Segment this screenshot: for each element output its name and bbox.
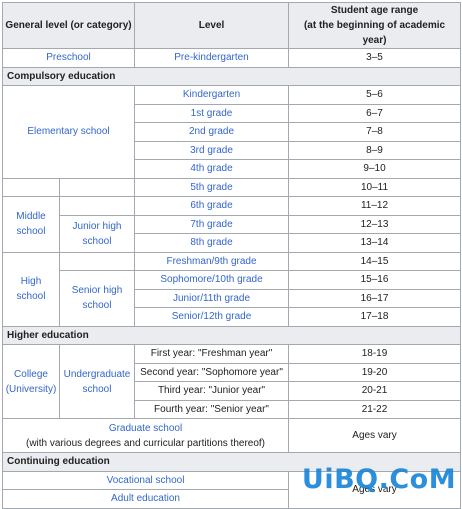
- ages-cell: 13–14: [288, 233, 462, 253]
- level-cell[interactable]: 5th grade: [134, 177, 290, 197]
- table-row: 2nd grade 7–8: [3, 122, 462, 142]
- section-continuing: Continuing education: [1, 452, 462, 472]
- level-cell[interactable]: 1st grade: [134, 103, 290, 123]
- level-cell[interactable]: 8th grade: [134, 233, 290, 253]
- category-preschool[interactable]: Preschool: [1, 48, 136, 68]
- category-undergraduate-school[interactable]: Undergraduate school: [58, 344, 136, 419]
- section-row: Higher education: [1, 325, 462, 345]
- ages-cell: 15–16: [288, 270, 462, 290]
- category-senior-high-school[interactable]: Senior high school: [58, 270, 136, 327]
- ages-cell: 8–9: [288, 140, 462, 160]
- level-cell: Fourth year: "Senior year": [134, 399, 290, 419]
- category-college[interactable]: College (University): [2, 344, 60, 419]
- graduate-school-link[interactable]: Graduate school: [108, 422, 183, 434]
- level-cell[interactable]: Kindergarten: [134, 85, 290, 105]
- category-high-school[interactable]: High school: [2, 251, 60, 327]
- level-pre-kindergarten[interactable]: Pre-kindergarten: [134, 48, 290, 68]
- table-row: 5th grade 10–11: [2, 177, 462, 197]
- table-row: Graduate school (with various degrees and…: [1, 418, 462, 453]
- ages-cell: 18-19: [288, 344, 462, 364]
- ages-cell: 16–17: [288, 288, 462, 308]
- table-row: Preschool Pre-kindergarten 3–5: [1, 48, 462, 68]
- table-row: 4th grade 9–10: [3, 159, 462, 179]
- ages-cell: 7–8: [288, 122, 462, 142]
- ages-cell: 11–12: [288, 196, 462, 216]
- ages-cell: Ages vary: [288, 470, 462, 509]
- level-cell[interactable]: 7th grade: [134, 214, 290, 234]
- table-row: College (University) Undergraduate schoo…: [2, 344, 462, 419]
- level-cell: First year: "Freshman year": [134, 344, 290, 364]
- level-cell[interactable]: 4th grade: [134, 159, 290, 179]
- header-level: Level: [134, 2, 290, 49]
- level-cell: Third year: "Junior year": [134, 381, 290, 401]
- header-row: General level (or category) Level Studen…: [1, 2, 462, 49]
- ages-cell: 19-20: [288, 362, 462, 382]
- ages-cell: Ages vary: [288, 418, 462, 453]
- header-age-line1: Student age range: [330, 5, 419, 16]
- ages-cell: 12–13: [288, 214, 462, 234]
- level-cell[interactable]: Senior/12th grade: [134, 307, 290, 327]
- table-row: Junior high school 7th grade 12–13: [3, 214, 462, 253]
- blank-cell: [58, 196, 136, 216]
- table-row: Third year: "Junior year" 20-21: [3, 381, 462, 401]
- level-cell[interactable]: 6th grade: [134, 196, 290, 216]
- section-row: Compulsory education: [1, 66, 462, 86]
- category-junior-high-school[interactable]: Junior high school: [58, 214, 136, 253]
- section-row: Continuing education: [1, 452, 462, 472]
- level-cell[interactable]: 2nd grade: [134, 122, 290, 142]
- level-cell[interactable]: Freshman/9th grade: [134, 251, 290, 271]
- ages-cell: 3–5: [288, 48, 462, 68]
- ages-cell: 6–7: [288, 103, 462, 123]
- blank-cell: [2, 177, 60, 197]
- table-row: Vocational school Ages vary: [1, 470, 462, 509]
- graduate-school-note: (with various degrees and curricular par…: [26, 437, 265, 449]
- ages-cell: 10–11: [288, 177, 462, 197]
- level-cell[interactable]: Sophomore/10th grade: [134, 270, 290, 290]
- table-row: High school Freshman/9th grade 14–15: [2, 251, 462, 327]
- category-elementary-school[interactable]: Elementary school: [1, 85, 136, 179]
- blank-cell: [58, 177, 136, 197]
- level-cell[interactable]: 3rd grade: [134, 140, 290, 160]
- ages-cell: 14–15: [288, 251, 462, 271]
- section-compulsory: Compulsory education: [1, 66, 462, 86]
- blank-cell: [58, 251, 136, 271]
- header-category: General level (or category): [1, 2, 136, 49]
- category-middle-school[interactable]: Middle school: [2, 196, 60, 253]
- ages-cell: 5–6: [288, 85, 462, 105]
- graduate-school-cell: Graduate school (with various degrees and…: [1, 418, 290, 453]
- section-higher: Higher education: [1, 325, 462, 345]
- table-row: 3rd grade 8–9: [3, 140, 462, 160]
- header-age-range: Student age range (at the beginning of ac…: [288, 2, 462, 49]
- ages-cell: 21-22: [288, 399, 462, 419]
- table-row: Junior/11th grade 16–17: [3, 288, 462, 308]
- table-row: 1st grade 6–7: [3, 103, 462, 123]
- ages-cell: 20-21: [288, 381, 462, 401]
- header-age-line2: (at the beginning of academic year): [303, 20, 446, 46]
- table-row: Middle school 6th grade 11–12: [2, 196, 462, 253]
- ages-cell: 9–10: [288, 159, 462, 179]
- table-row: Elementary school Kindergarten 5–6: [1, 85, 462, 179]
- ages-cell: 17–18: [288, 307, 462, 327]
- level-cell: Second year: "Sophomore year": [134, 362, 290, 382]
- table-row: 8th grade 13–14: [3, 233, 462, 253]
- level-cell[interactable]: Junior/11th grade: [134, 288, 290, 308]
- adult-education[interactable]: Adult education: [1, 489, 290, 509]
- vocational-school[interactable]: Vocational school: [1, 470, 290, 490]
- table-row: Senior high school Sophomore/10th grade …: [3, 270, 462, 327]
